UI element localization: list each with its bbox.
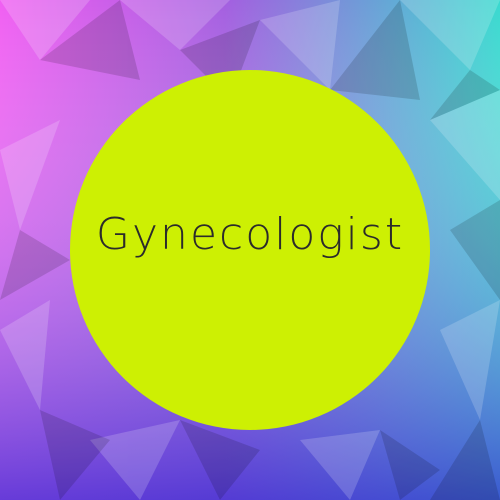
highlight-circle: Gynecologist bbox=[70, 70, 430, 430]
title-text: Gynecologist bbox=[95, 208, 405, 260]
